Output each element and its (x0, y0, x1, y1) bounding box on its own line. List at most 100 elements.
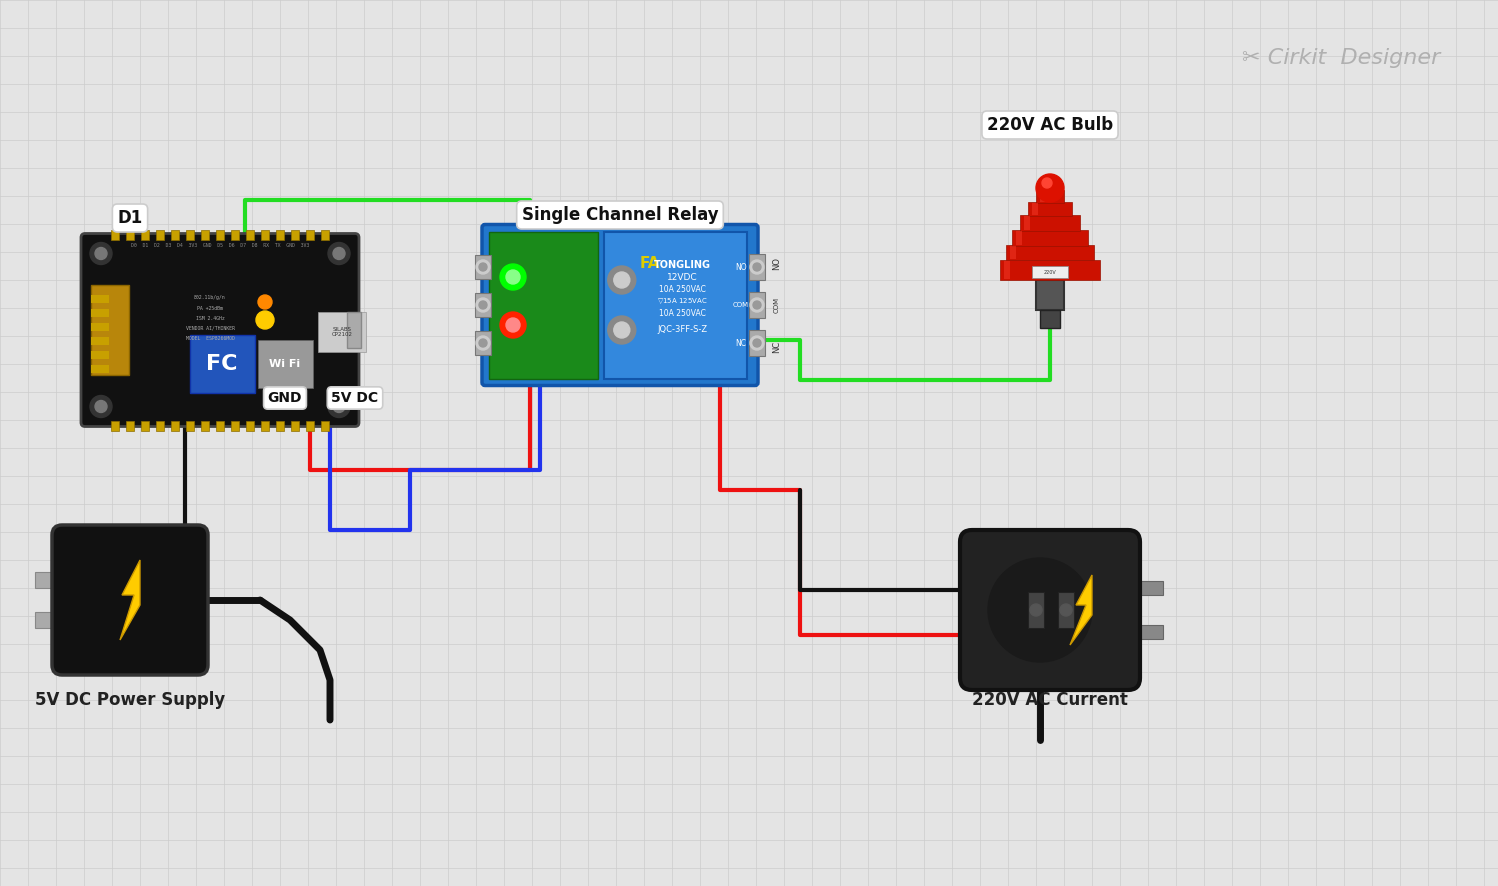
Text: GND: GND (268, 391, 303, 405)
Bar (126, 229, 133, 239)
Bar (1007, 245, 1094, 260)
Text: MODEL  ESP8266MOD: MODEL ESP8266MOD (186, 336, 235, 340)
Bar (475, 255, 491, 279)
Circle shape (479, 339, 487, 347)
Text: NO: NO (773, 257, 782, 269)
Bar (216, 421, 225, 431)
Text: 5V DC Power Supply: 5V DC Power Supply (34, 691, 225, 709)
Circle shape (750, 298, 764, 312)
Bar (171, 421, 178, 431)
Bar (1037, 190, 1064, 203)
Bar (1028, 592, 1044, 628)
Bar (186, 229, 195, 239)
Bar (91, 365, 109, 373)
Bar (201, 229, 210, 239)
Bar (475, 293, 491, 317)
Circle shape (500, 312, 526, 338)
Text: PA +25dBm: PA +25dBm (198, 306, 223, 310)
Polygon shape (1070, 575, 1092, 645)
Text: 5V DC: 5V DC (331, 391, 379, 405)
Polygon shape (120, 560, 139, 640)
Text: 220V AC Current: 220V AC Current (972, 691, 1128, 709)
Circle shape (750, 336, 764, 350)
Bar (1013, 230, 1088, 246)
Text: ✂ Cirkit  Designer: ✂ Cirkit Designer (1242, 48, 1440, 68)
Bar (171, 229, 178, 239)
Circle shape (476, 260, 490, 274)
Bar (475, 331, 491, 355)
Circle shape (614, 272, 629, 288)
Text: TONGLING: TONGLING (653, 260, 710, 270)
Bar (276, 421, 285, 431)
Bar (1001, 260, 1100, 280)
Bar (1010, 246, 1016, 259)
Bar (190, 335, 255, 393)
FancyBboxPatch shape (81, 234, 360, 426)
Text: COM: COM (733, 302, 749, 308)
Bar (186, 421, 195, 431)
Circle shape (94, 400, 106, 413)
Bar (321, 229, 330, 239)
Circle shape (753, 301, 761, 309)
Bar (1128, 581, 1162, 595)
Circle shape (608, 316, 635, 344)
Bar (111, 229, 118, 239)
Text: D0  D1  D2  D3  D4  3V3  GND  D5  D6  D7  D8  RX  TX  GND  3V3: D0 D1 D2 D3 D4 3V3 GND D5 D6 D7 D8 RX TX… (130, 243, 309, 248)
Bar (291, 421, 300, 431)
Circle shape (258, 295, 273, 309)
Circle shape (1037, 174, 1064, 202)
Circle shape (94, 247, 106, 260)
Bar (156, 421, 163, 431)
Text: FA: FA (640, 255, 661, 270)
Bar (488, 231, 598, 378)
Bar (1025, 216, 1031, 230)
Bar (216, 229, 225, 239)
Circle shape (989, 558, 1092, 662)
Circle shape (328, 243, 351, 265)
Bar (34, 612, 61, 628)
Bar (1040, 191, 1046, 202)
Circle shape (328, 395, 351, 417)
Bar (246, 421, 255, 431)
Bar (246, 229, 255, 239)
Bar (348, 312, 361, 348)
Circle shape (333, 247, 345, 260)
Circle shape (500, 264, 526, 290)
Circle shape (90, 243, 112, 265)
Text: 220V AC Bulb: 220V AC Bulb (987, 116, 1113, 134)
Bar (604, 231, 748, 378)
Circle shape (333, 400, 345, 413)
Text: NO: NO (736, 262, 748, 271)
Bar (1004, 261, 1010, 279)
Bar (1037, 280, 1064, 310)
Bar (1128, 625, 1162, 639)
FancyBboxPatch shape (960, 530, 1140, 690)
Circle shape (1031, 604, 1043, 616)
Bar (276, 229, 285, 239)
Bar (1040, 310, 1061, 328)
Circle shape (506, 270, 520, 284)
Bar (156, 229, 163, 239)
Text: 220V: 220V (1044, 269, 1056, 275)
Text: FC: FC (207, 354, 238, 374)
Circle shape (614, 322, 629, 338)
Bar (141, 229, 148, 239)
Bar (291, 229, 300, 239)
Text: VENDOR AI/THINKER: VENDOR AI/THINKER (186, 325, 235, 330)
Text: 802.11b/g/n: 802.11b/g/n (195, 296, 226, 300)
Circle shape (750, 260, 764, 274)
FancyBboxPatch shape (52, 525, 208, 675)
Circle shape (1061, 604, 1073, 616)
Circle shape (608, 266, 635, 294)
Text: 10A 250VAC: 10A 250VAC (659, 285, 706, 294)
Bar (749, 254, 765, 280)
Circle shape (256, 311, 274, 329)
Circle shape (506, 318, 520, 332)
Bar (1058, 592, 1074, 628)
Text: Single Channel Relay: Single Channel Relay (521, 206, 719, 224)
Bar (141, 421, 148, 431)
Text: $\bigtriangledown$15A 125VAC: $\bigtriangledown$15A 125VAC (656, 296, 707, 306)
Text: NC: NC (736, 338, 746, 347)
Bar (91, 351, 109, 359)
Bar (231, 421, 240, 431)
